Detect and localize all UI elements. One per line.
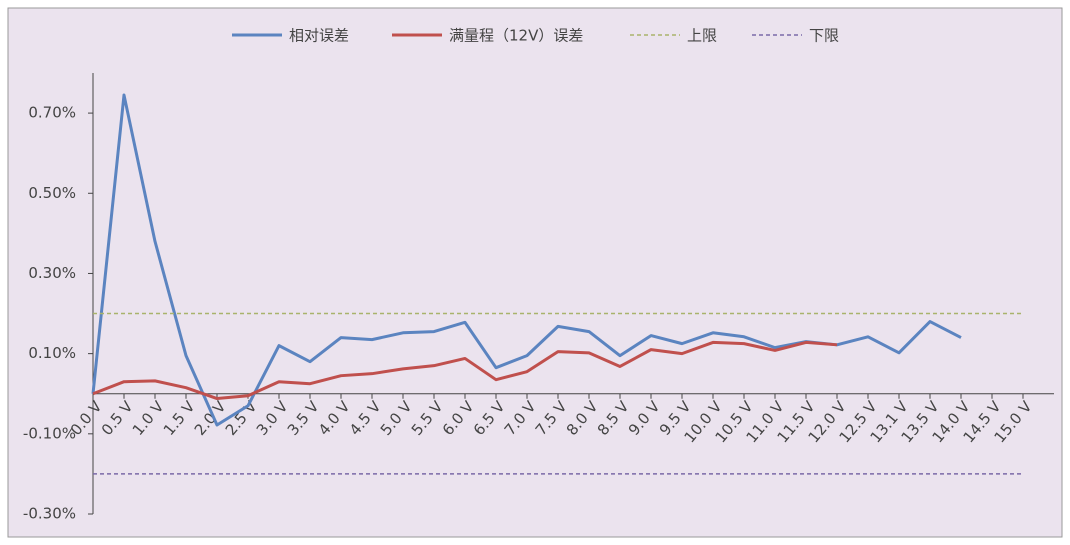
legend-label: 上限 — [687, 27, 717, 45]
y-tick-label: 0.10% — [28, 344, 76, 362]
legend-label: 相对误差 — [289, 27, 349, 45]
y-tick-label: 0.50% — [28, 184, 76, 202]
y-tick-label: 0.70% — [28, 104, 76, 122]
y-tick-label: -0.10% — [23, 424, 76, 442]
series-line — [92, 340, 838, 401]
legend-label: 下限 — [809, 27, 839, 45]
chart-background — [7, 7, 1063, 538]
y-tick-label: 0.30% — [28, 264, 76, 282]
y-tick-label: -0.30% — [23, 505, 76, 523]
legend-label: 满量程（12V）误差 — [449, 27, 583, 45]
